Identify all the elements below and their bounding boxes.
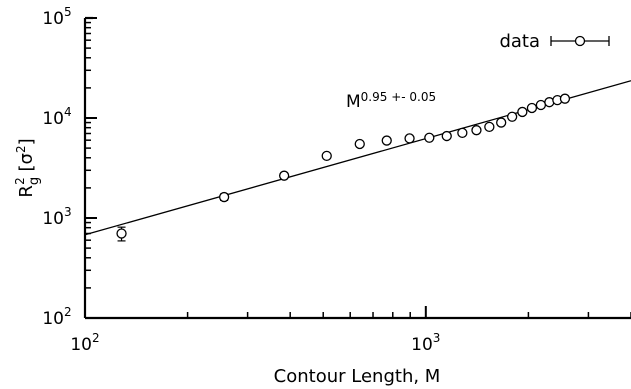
x-axis-label: Contour Length, M	[274, 366, 441, 387]
data-point	[424, 132, 435, 143]
x-axis-ticks: 102 103	[70, 306, 631, 355]
data-point	[321, 150, 332, 162]
x-tick-label-base: 10	[411, 335, 433, 355]
data-point-marker	[354, 138, 365, 150]
data-point-marker	[517, 106, 528, 118]
data-point-marker	[471, 125, 482, 136]
y-axis-label-sub: g	[27, 177, 42, 185]
fit-annotation-base: M	[346, 92, 361, 112]
data-point	[496, 117, 507, 128]
data-point-marker	[559, 93, 571, 104]
data-points-group	[116, 93, 571, 242]
data-point-marker	[535, 99, 547, 111]
data-point-marker	[507, 111, 518, 122]
y-axis-label-sup2: 2	[14, 145, 28, 153]
data-point-marker	[321, 150, 332, 162]
data-point	[278, 170, 290, 181]
legend: data	[499, 31, 610, 52]
data-point	[484, 121, 495, 133]
data-point	[218, 191, 230, 203]
fit-annotation-exponent: 0.95 +- 0.05	[361, 90, 436, 104]
fit-annotation: M0.95 +- 0.05	[346, 90, 436, 112]
data-point-marker	[484, 121, 495, 133]
data-point	[517, 106, 528, 118]
legend-label: data	[499, 31, 540, 52]
data-point-marker	[116, 228, 127, 239]
legend-marker	[574, 35, 586, 47]
data-point	[116, 226, 127, 242]
data-point	[381, 135, 392, 146]
x-tick-label: 103	[411, 331, 440, 355]
x-tick-label-exponent: 2	[92, 331, 100, 345]
y-tick-label: 102	[42, 305, 71, 329]
data-point-marker	[381, 135, 392, 146]
y-tick-label-base: 10	[42, 109, 64, 129]
y-tick-label-exponent: 5	[64, 5, 72, 19]
data-point	[526, 102, 538, 114]
y-tick-label-exponent: 3	[64, 205, 72, 219]
y-tick-label-exponent: 4	[64, 105, 72, 119]
x-tick-label-base: 10	[70, 335, 92, 355]
data-point	[457, 127, 468, 139]
x-tick-label-exponent: 3	[433, 331, 441, 345]
y-tick-label: 104	[42, 105, 71, 129]
y-tick-label-base: 10	[42, 309, 64, 329]
data-point-marker	[526, 102, 538, 114]
y-axis-label-bracket-close: ]	[16, 138, 37, 145]
data-point	[507, 111, 518, 122]
data-point	[441, 130, 452, 142]
data-point-marker	[278, 170, 290, 181]
y-axis-label-bracket: [σ	[16, 153, 37, 177]
data-point	[354, 138, 365, 150]
data-point	[404, 133, 415, 144]
data-point-marker	[441, 130, 452, 142]
data-point-marker	[424, 132, 435, 143]
plot-frame	[83, 16, 631, 320]
data-point-marker	[496, 117, 507, 128]
y-tick-label-base: 10	[42, 9, 64, 29]
y-axis-label: Rg2 [σ2]	[13, 138, 42, 197]
data-point-marker	[457, 127, 468, 139]
y-tick-label-exponent: 2	[64, 305, 72, 319]
y-tick-label: 105	[42, 5, 71, 29]
data-point	[559, 93, 571, 104]
y-axis-label-sup: 2	[13, 177, 27, 185]
data-point-marker	[404, 133, 415, 144]
y-axis-label-main: R	[16, 185, 37, 198]
data-point	[535, 99, 547, 111]
x-tick-label: 102	[70, 331, 99, 355]
y-tick-label: 103	[42, 205, 71, 229]
data-point-marker	[218, 191, 230, 203]
data-point	[471, 125, 482, 136]
y-tick-label-base: 10	[42, 209, 64, 229]
